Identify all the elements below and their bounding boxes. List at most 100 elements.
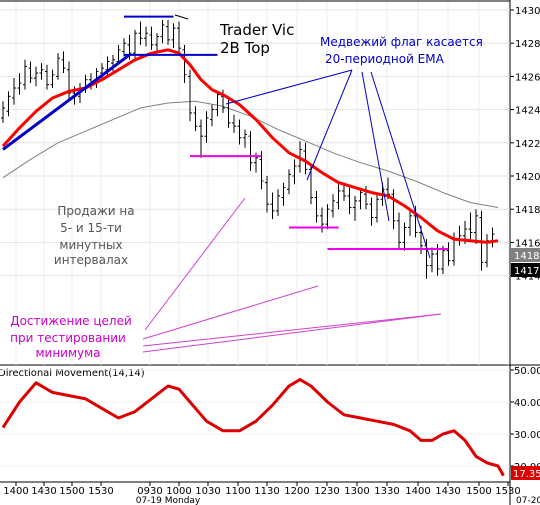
ohlc-bar — [56, 53, 60, 80]
dmi-tag: 17.35 — [513, 469, 540, 480]
price-tick-label: 1426 — [515, 72, 540, 83]
ohlc-bar — [397, 212, 401, 250]
annotations: Trader Vic 2B Top Медвежий флаг касается… — [10, 21, 483, 360]
time-tick-label: 1530 — [495, 486, 520, 497]
ohlc-bar — [39, 63, 44, 80]
time-tick-label: 1500 — [466, 486, 491, 497]
time-tick-label: 1030 — [195, 486, 220, 497]
dmi-tick-label: 50.00 — [514, 366, 540, 377]
ohlc-bar — [303, 142, 308, 175]
ohlc-bar — [347, 187, 352, 215]
pointer-flag-4 — [370, 71, 431, 259]
price-tag-2-bg — [511, 263, 540, 277]
ohlc-bar — [155, 33, 159, 54]
ohlc-bar — [270, 192, 275, 220]
ohlc-bar — [408, 209, 412, 236]
price-tick-label: 1416 — [515, 238, 540, 249]
ohlc-bar — [193, 106, 198, 132]
annotation-sales-line4: интервалах — [54, 253, 128, 267]
dmi-tick-label: 30.00 — [514, 430, 540, 441]
ohlc-bar — [17, 73, 22, 95]
price-tag-2: 1417 — [514, 266, 539, 277]
annotation-flag-line2: 20-периодной EMA — [325, 52, 445, 66]
pointer-flag-1 — [225, 69, 353, 105]
dmi-tick-label: 40.00 — [514, 398, 540, 409]
date-label-monday: 07-19 Monday — [136, 496, 201, 505]
annotation-sales-line1: Продажи на — [57, 204, 134, 218]
ohlc-bar — [23, 59, 27, 90]
ohlc-bar — [199, 119, 203, 158]
x-tick-labels: 1400 1430 1500 1530 0930 1000 1030 1100 1130 1200… — [3, 482, 521, 497]
ohlc-bar — [177, 21, 181, 54]
annotation-targets-line1: Достижение целей — [10, 314, 132, 328]
time-tick-label: 1430 — [31, 486, 56, 497]
ohlc-bar — [314, 190, 319, 223]
ohlc-bar — [474, 209, 478, 245]
dmi-line — [1, 378, 505, 477]
ohlc-bar — [336, 184, 341, 210]
ohlc-bar — [358, 187, 363, 210]
annotation-flag-line1: Медвежий флаг касается — [320, 35, 483, 49]
time-tick-label: 1430 — [435, 486, 460, 497]
time-tick-label: 1200 — [284, 486, 309, 497]
time-tick-label: 1230 — [314, 486, 339, 497]
ohlc-bar — [171, 23, 176, 49]
x-axis: 1400 1430 1500 1530 0930 1000 1030 1100 1130 1200… — [0, 481, 540, 505]
price-tag-1-bg — [511, 248, 540, 262]
time-tick-label: 1400 — [3, 486, 28, 497]
trend-and-support-lines — [2, 15, 449, 251]
price-tick-label: 1430 — [515, 6, 540, 17]
ohlc-bar — [369, 197, 374, 226]
ohlc-bar — [276, 189, 280, 216]
ohlc-bar — [45, 64, 49, 90]
ohlc-bar — [248, 131, 253, 172]
trendline — [2, 53, 131, 151]
ohlc-bar — [446, 242, 451, 266]
date-label-next: 07-20 — [516, 496, 540, 505]
ohlc-bar — [237, 119, 242, 145]
pointer-target-4 — [142, 313, 442, 353]
time-tick-label: 1100 — [225, 486, 250, 497]
ohlc-bar — [391, 189, 396, 230]
price-tick-labels: 1430 1428 1426 1424 1422 1420 1418 1416 1414 — [510, 6, 540, 283]
pointer-target-1 — [144, 197, 246, 331]
ohlc-bar — [133, 29, 137, 59]
ohlc-bars-layer — [1, 19, 495, 279]
ohlc-bar — [122, 38, 126, 57]
price-tags: 1418 1417 17.35 — [511, 248, 540, 480]
price-tick-label: 1424 — [515, 106, 540, 117]
ohlc-bar — [468, 212, 473, 240]
ohlc-bar — [210, 104, 214, 127]
annotation-sales-line3: минутных — [59, 238, 122, 252]
ohlc-bar — [67, 61, 71, 100]
ohlc-bar — [232, 114, 236, 133]
dmi-title: Directional Movement(14,14) — [0, 368, 145, 379]
ohlc-bar — [138, 21, 143, 45]
ohlc-bar — [353, 195, 357, 221]
ohlc-bar — [430, 247, 434, 273]
pointer-flag-3 — [361, 71, 390, 222]
ohlc-bar — [28, 61, 33, 84]
pointer-flag-2 — [306, 69, 353, 181]
ohlc-bar — [34, 66, 38, 87]
ohlc-bar — [50, 69, 55, 89]
time-tick-label: 1330 — [374, 486, 399, 497]
ohlc-bar — [144, 26, 148, 47]
price-tick-label: 1428 — [515, 39, 540, 50]
annotation-top-line1: Trader Vic — [219, 21, 294, 39]
pointer-target-2 — [142, 285, 319, 340]
annotation-pointers — [142, 14, 442, 353]
ohlc-bar — [1, 101, 5, 123]
ohlc-bar — [188, 69, 192, 122]
price-tick-label: 1422 — [515, 139, 540, 150]
ohlc-bar — [325, 204, 330, 230]
ohlc-bar — [259, 151, 264, 190]
time-tick-label: 1130 — [254, 486, 279, 497]
ohlc-bar — [215, 91, 220, 117]
ohlc-bar — [6, 91, 11, 117]
time-tick-label: 1530 — [88, 486, 113, 497]
ohlc-bar — [182, 44, 187, 84]
ohlc-bar — [441, 245, 445, 274]
ohlc-bar — [61, 51, 66, 74]
